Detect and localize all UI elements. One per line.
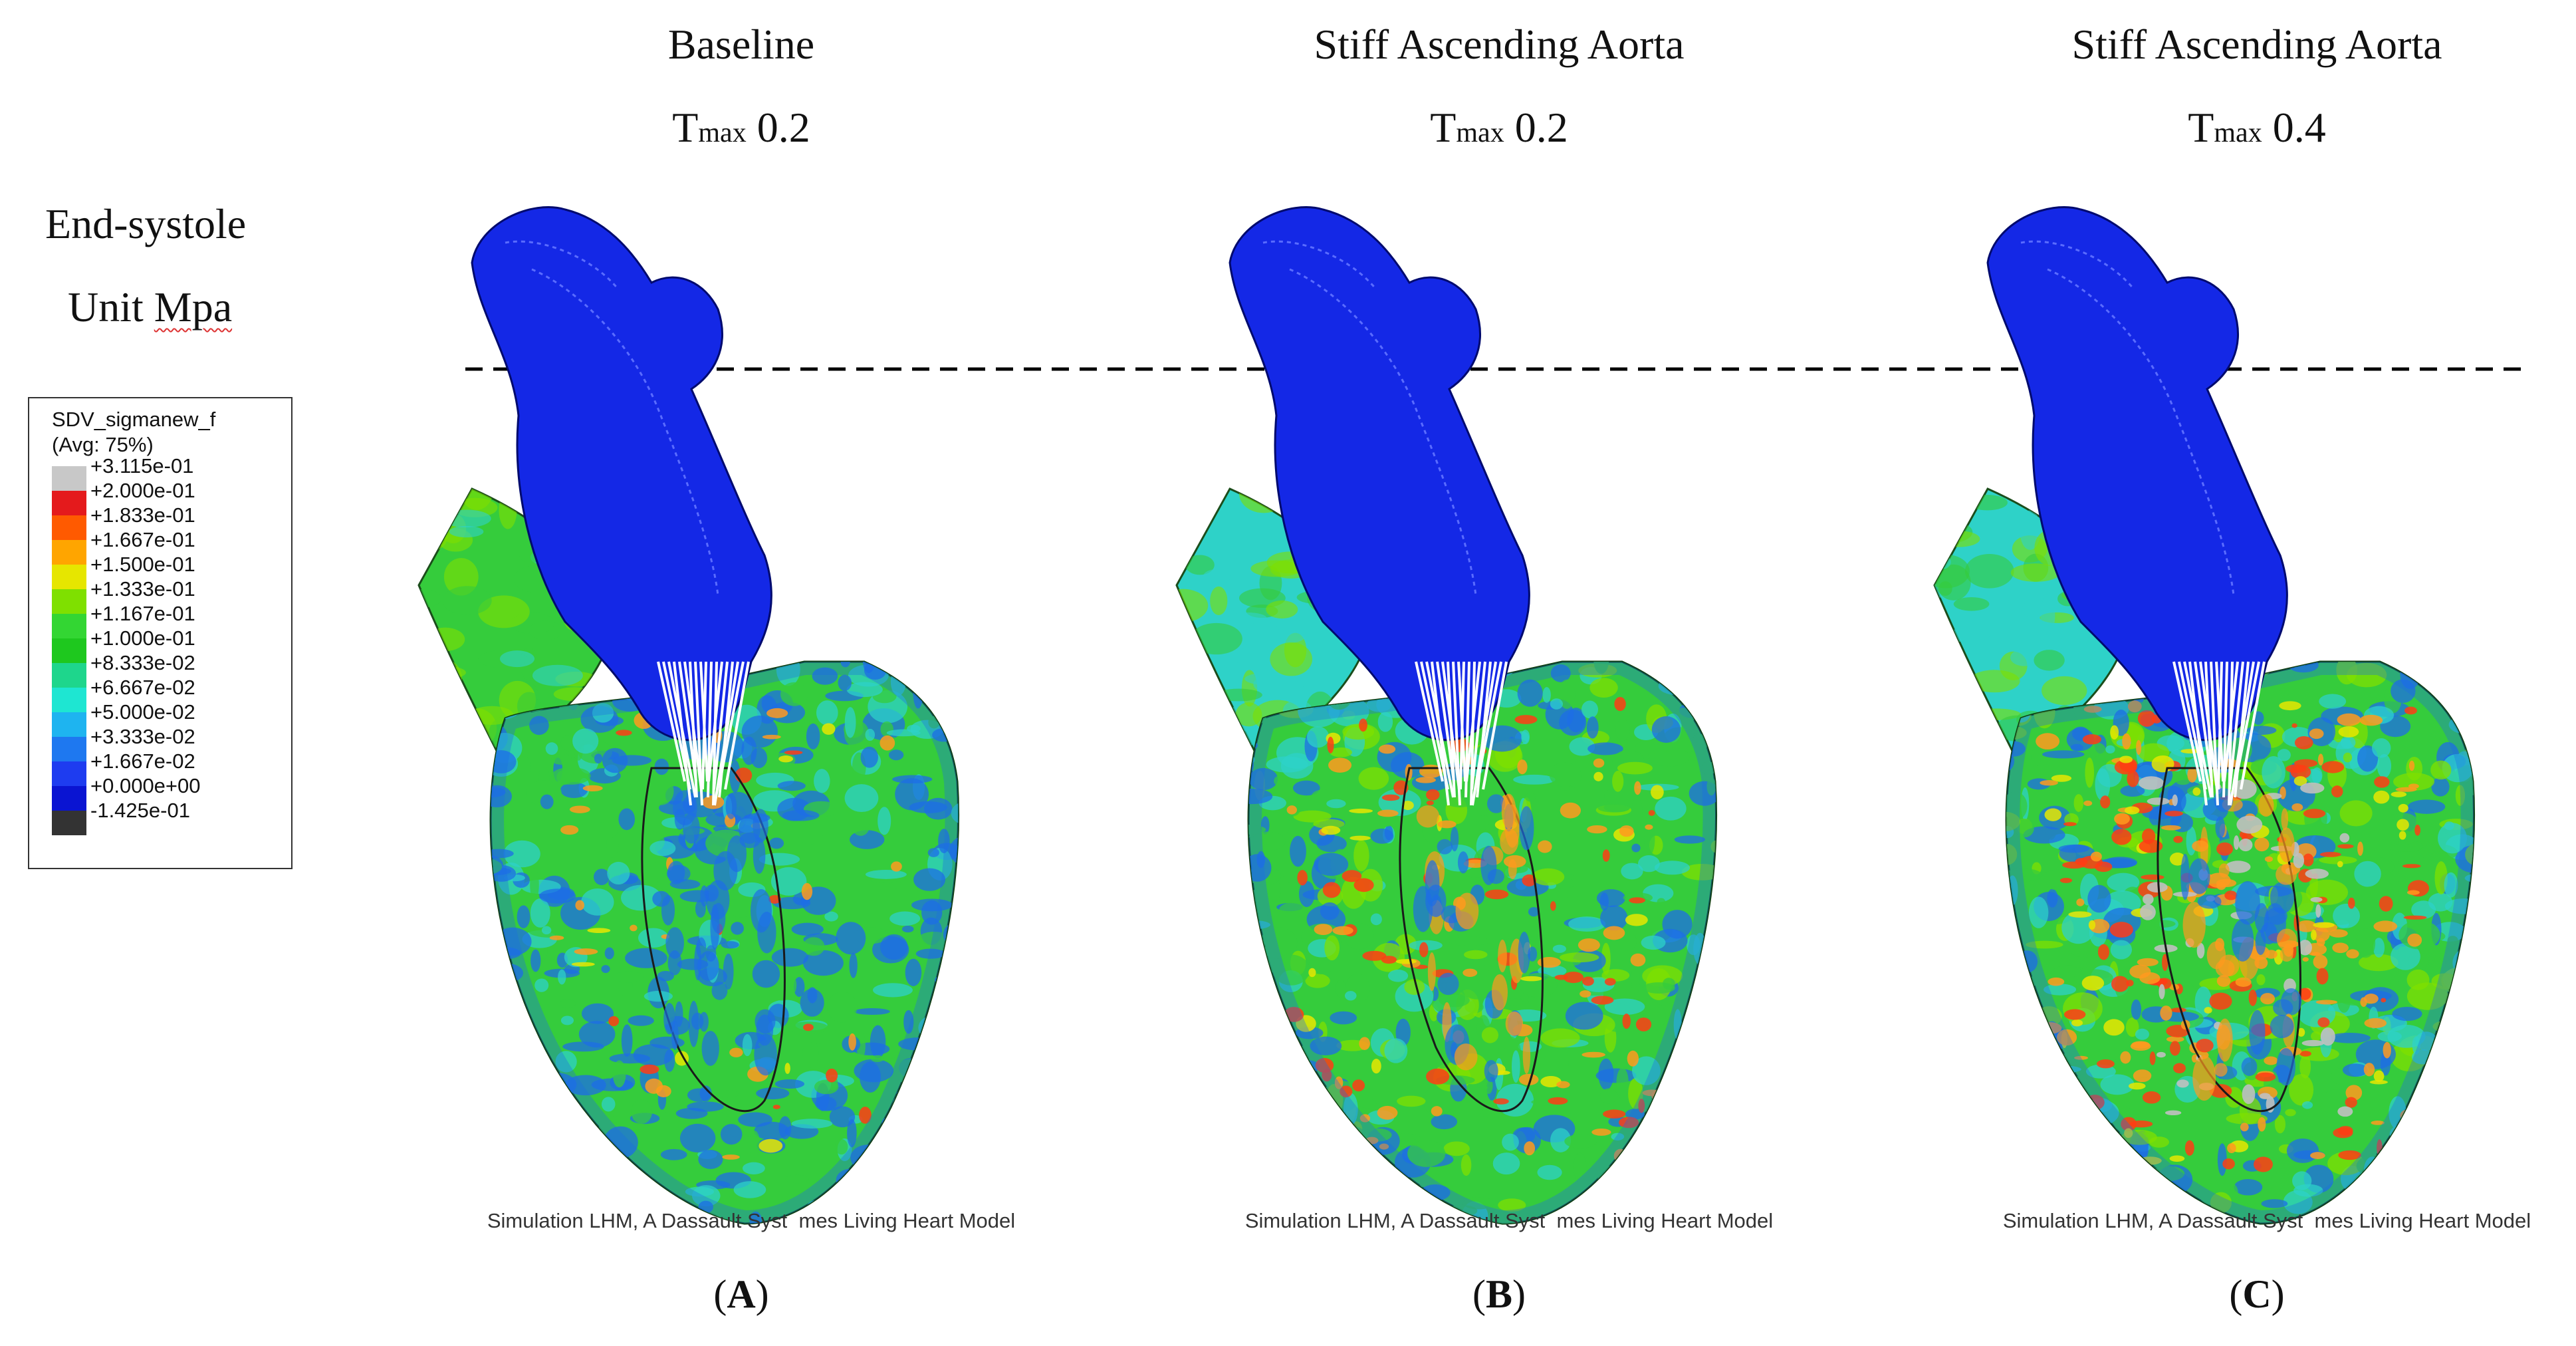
panel-a-credit: Simulation LHM, A Dassault Syst mes Livi…	[487, 1209, 1016, 1232]
panel-c-label: (C)	[2229, 1272, 2285, 1316]
legend-value: +1.667e-01	[90, 528, 195, 551]
chordae-fibers	[1415, 661, 1508, 806]
legend-value: +6.667e-02	[90, 676, 195, 699]
legend-swatch	[52, 491, 86, 515]
legend-swatch	[52, 614, 86, 638]
heart-model-b	[1175, 206, 1717, 1225]
chordae-fibers	[2172, 661, 2266, 806]
legend-value: +0.000e+00	[90, 774, 201, 797]
panel-b-credit: Simulation LHM, A Dassault Syst mes Livi…	[1244, 1209, 1774, 1232]
panel-b-tmax: Tmax 0.2	[1430, 104, 1568, 151]
legend-swatch	[52, 712, 86, 737]
panel-b-title: Stiff Ascending Aorta	[1314, 21, 1685, 68]
aorta-shape	[1986, 206, 2288, 741]
legend-value: +1.167e-01	[90, 602, 195, 625]
legend-swatch	[52, 786, 86, 811]
aorta-shape	[1229, 206, 1530, 741]
panel-c-tmax: Tmax 0.4	[2188, 104, 2326, 151]
legend-title: SDV_sigmanew_f	[52, 408, 216, 431]
panel-a-title: Baseline	[667, 21, 815, 68]
phase-label: End-systole	[45, 200, 247, 247]
septum-outline	[641, 767, 786, 1113]
legend-value: +3.115e-01	[90, 454, 194, 477]
legend-swatch	[52, 565, 86, 589]
legend-swatch	[52, 663, 86, 688]
legend-swatch	[52, 540, 86, 565]
panel-c-credit: Simulation LHM, A Dassault Syst mes Livi…	[2002, 1209, 2531, 1232]
panel-c-title: Stiff Ascending Aorta	[2071, 21, 2442, 68]
unit-label: Unit Mpa	[68, 283, 233, 331]
legend-value: +3.333e-02	[90, 725, 195, 748]
legend-swatch	[52, 638, 86, 663]
panel-b-label: (B)	[1472, 1272, 1526, 1316]
panel-a-tmax: Tmax 0.2	[672, 104, 810, 151]
legend-swatch	[52, 688, 86, 712]
panel-a-label: (A)	[713, 1272, 769, 1316]
legend-value: +1.833e-01	[90, 503, 195, 527]
legend-value: -1.425e-01	[90, 799, 190, 822]
heart-model-c	[1933, 206, 2475, 1225]
heart-model-a	[417, 206, 959, 1225]
legend-value: +1.333e-01	[90, 577, 195, 601]
legend-value: +5.000e-02	[90, 700, 195, 724]
legend-swatch	[52, 737, 86, 761]
legend-value: +1.500e-01	[90, 553, 195, 576]
color-legend: SDV_sigmanew_f (Avg: 75%) +3.115e-01 +2.0…	[28, 397, 293, 869]
legend-value: +8.333e-02	[90, 651, 195, 674]
chordae-fibers	[657, 661, 750, 806]
legend-subtitle: (Avg: 75%)	[52, 433, 154, 456]
aorta-shape	[471, 206, 772, 741]
legend-swatch	[52, 761, 86, 786]
legend-swatch	[52, 466, 86, 491]
legend-value: +2.000e-01	[90, 479, 195, 502]
legend-value: +1.667e-02	[90, 749, 195, 773]
legend-swatch	[52, 589, 86, 614]
legend-swatch	[52, 811, 86, 835]
legend-swatch	[52, 515, 86, 540]
legend-value: +1.000e-01	[90, 626, 195, 650]
